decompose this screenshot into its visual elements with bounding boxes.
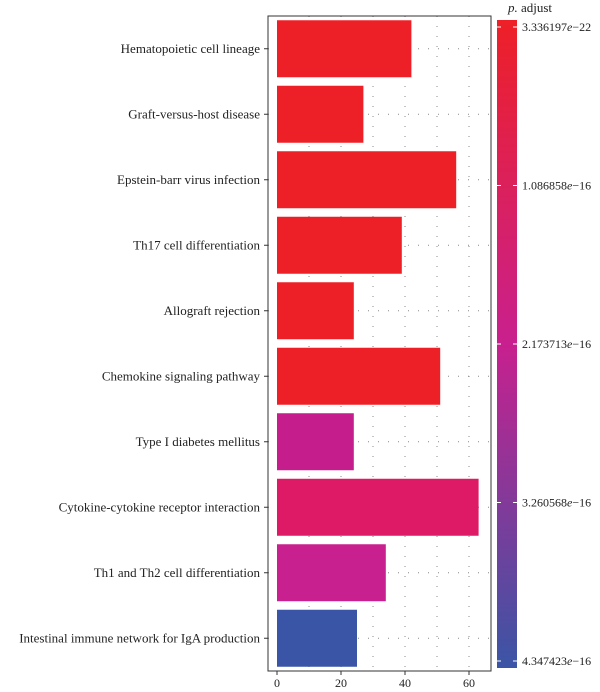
tick-e: e (567, 496, 573, 510)
x-axis-ticks: 0 20 40 60 (274, 671, 475, 690)
tick-mantissa: 4.347423 (522, 654, 567, 668)
colorbar (497, 20, 517, 668)
colorbar-legend: p. adjust 3.336197e−221.086858e−162.1737… (497, 0, 591, 668)
category-label: Graft-versus-host disease (128, 106, 260, 121)
bar (277, 20, 412, 78)
colorbar-tick-label: 2.173713e−16 (522, 337, 591, 351)
bar-layer (277, 20, 479, 667)
category-label: Type I diabetes mellitus (136, 434, 260, 449)
category-label: Allograft rejection (164, 303, 261, 318)
tick-e: e (567, 654, 573, 668)
x-tick-label: 60 (463, 676, 475, 690)
bar (277, 216, 402, 274)
colorbar-tick-label: 4.347423e−16 (522, 654, 591, 668)
plot-panel-border (267, 15, 492, 672)
legend-title-p: p. (507, 0, 518, 15)
tick-mantissa: 1.086858 (522, 179, 567, 193)
bar (277, 609, 357, 667)
bar (277, 544, 386, 602)
category-label: Chemokine signaling pathway (102, 368, 261, 383)
bar (277, 478, 479, 536)
colorbar-tick-label: 3.336197e−22 (522, 20, 591, 34)
x-tick-label: 20 (335, 676, 347, 690)
tick-exponent: −22 (572, 20, 591, 34)
tick-exponent: −16 (572, 179, 591, 193)
colorbar-tick-label: 3.260568e−16 (522, 496, 591, 510)
category-label: Th1 and Th2 cell differentiation (94, 565, 261, 580)
tick-e: e (567, 337, 573, 351)
category-labels: Hematopoietic cell lineage Graft-versus-h… (19, 41, 268, 645)
bar (277, 282, 354, 340)
tick-exponent: −16 (572, 654, 591, 668)
category-label: Th17 cell differentiation (133, 237, 260, 252)
tick-e: e (567, 179, 573, 193)
category-label: Intestinal immune network for IgA produc… (19, 630, 260, 645)
x-tick-label: 0 (274, 676, 280, 690)
x-tick-label: 40 (399, 676, 411, 690)
bar (277, 347, 441, 405)
colorbar-ticks: 3.336197e−221.086858e−162.173713e−163.26… (497, 20, 591, 668)
tick-exponent: −16 (572, 496, 591, 510)
bar (277, 413, 354, 471)
tick-mantissa: 3.336197 (522, 20, 567, 34)
tick-e: e (567, 20, 573, 34)
tick-mantissa: 2.173713 (522, 337, 567, 351)
bar (277, 151, 457, 209)
category-label: Epstein-barr virus infection (117, 172, 260, 187)
tick-exponent: −16 (572, 337, 591, 351)
category-label: Hematopoietic cell lineage (121, 41, 261, 56)
colorbar-tick-label: 1.086858e−16 (522, 179, 591, 193)
category-label: Cytokine-cytokine receptor interaction (59, 499, 261, 514)
legend-title-rest: adjust (518, 0, 553, 15)
tick-mantissa: 3.260568 (522, 496, 567, 510)
legend-title: p. adjust (507, 0, 552, 15)
bar (277, 85, 364, 143)
